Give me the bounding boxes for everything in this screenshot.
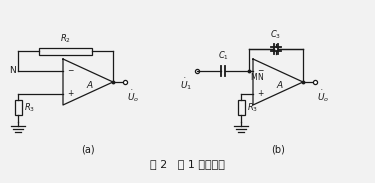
Bar	[39, 48, 92, 55]
Text: N: N	[9, 66, 16, 75]
Text: $R_3$: $R_3$	[24, 101, 35, 114]
Text: $\dot{U}_1$: $\dot{U}_1$	[180, 76, 192, 92]
Text: $R_3$: $R_3$	[247, 101, 258, 114]
Text: (a): (a)	[81, 145, 95, 155]
Bar	[15, 100, 21, 115]
Text: A: A	[87, 81, 93, 91]
Text: +: +	[257, 89, 263, 98]
Text: $C_3$: $C_3$	[270, 29, 282, 41]
Bar	[237, 100, 244, 115]
Text: $C_1$: $C_1$	[217, 50, 228, 63]
Text: M: M	[251, 74, 257, 83]
Text: +: +	[67, 89, 74, 98]
Text: −: −	[257, 66, 263, 75]
Text: $\dot{U}_o$: $\dot{U}_o$	[317, 88, 329, 104]
Text: 图 2   图 1 等效电路: 图 2 图 1 等效电路	[150, 159, 224, 169]
Text: $\dot{U}_o$: $\dot{U}_o$	[127, 88, 139, 104]
Text: $R_2$: $R_2$	[60, 33, 71, 45]
Text: (b): (b)	[271, 145, 285, 155]
Text: N: N	[258, 74, 263, 83]
Text: −: −	[67, 66, 74, 75]
Text: A: A	[277, 81, 283, 91]
